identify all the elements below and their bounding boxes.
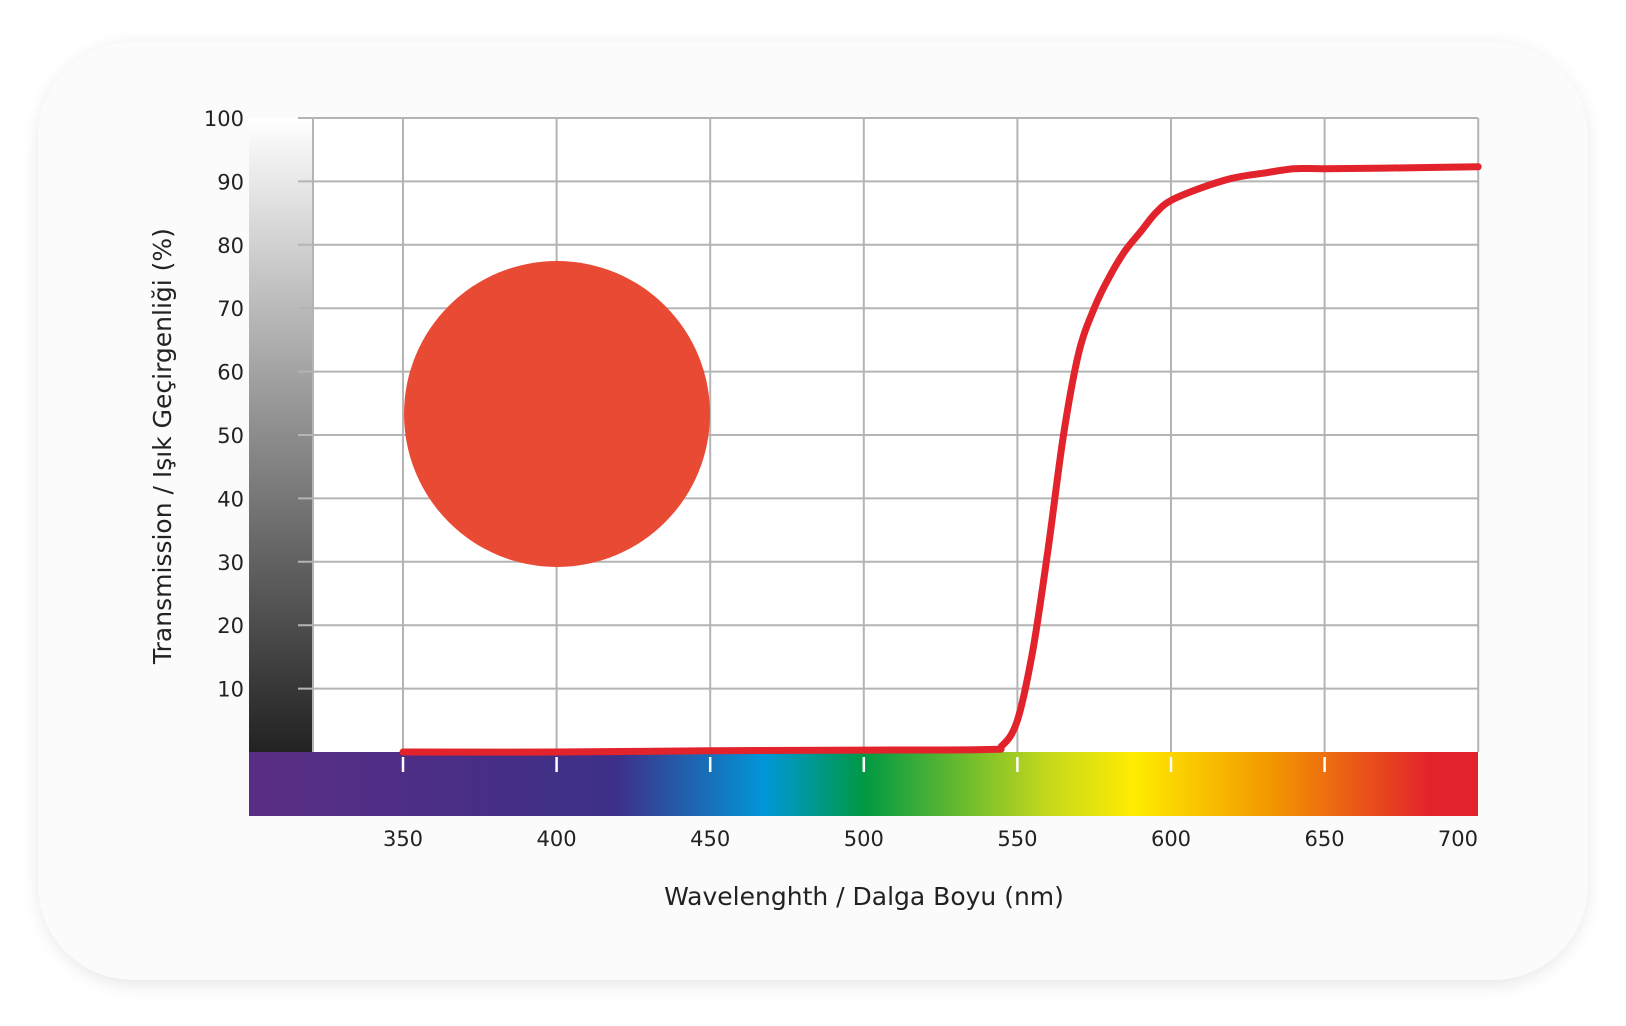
y-tick-label: 90: [217, 170, 244, 194]
x-axis-ticks: 350 400 450 500 550 600 650 700: [383, 757, 1478, 851]
y-tick-label: 10: [217, 678, 244, 702]
filter-color-swatch: [404, 261, 710, 567]
y-tick-label: 40: [217, 487, 244, 511]
x-tick-label: 500: [844, 827, 884, 851]
y-axis-ticks: 10 20 30 40 50 60 70 80 90 100: [204, 107, 244, 702]
x-tick-label: 450: [690, 827, 730, 851]
x-tick-label: 700: [1438, 827, 1478, 851]
x-tick-label: 650: [1305, 827, 1345, 851]
x-tick-label: 550: [997, 827, 1037, 851]
transmission-curve: [399, 163, 1482, 756]
y-tick-label: 80: [217, 234, 244, 258]
y-tick-label: 20: [217, 614, 244, 638]
x-axis-label: Wavelenghth / Dalga Boyu (nm): [664, 882, 1064, 911]
y-tick-label: 100: [204, 107, 244, 131]
y-tick-label: 60: [217, 361, 244, 385]
x-tick-label: 350: [383, 827, 423, 851]
x-tick-label: 400: [537, 827, 577, 851]
y-axis-label: Transmission / Işık Geçirgenliği (%): [148, 228, 177, 665]
y-tick-label: 70: [217, 297, 244, 321]
y-tick-label: 50: [217, 424, 244, 448]
x-tick-label: 600: [1151, 827, 1191, 851]
y-tick-label: 30: [217, 551, 244, 575]
